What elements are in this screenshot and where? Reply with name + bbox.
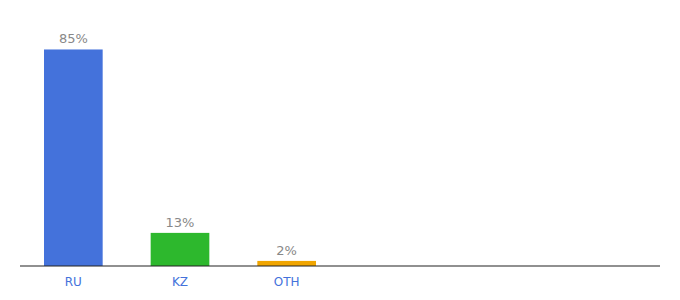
page: {"chart_data": {"type": "bar", "categori… <box>0 0 680 300</box>
x-tick-label: RU <box>65 275 82 289</box>
bar <box>151 233 210 266</box>
chart-container: 85% 13% 2% RU KZ OTH <box>0 0 680 300</box>
plot: 85% 13% 2% RU KZ OTH <box>20 31 660 289</box>
data-label: 2% <box>276 243 297 258</box>
data-label: 13% <box>166 215 195 230</box>
x-tick-label: KZ <box>172 275 188 289</box>
x-tick-label: OTH <box>274 275 300 289</box>
bars <box>44 49 316 266</box>
bar <box>44 49 103 266</box>
x-axis <box>20 265 660 266</box>
chart-svg: 85% 13% 2% RU KZ OTH <box>0 0 680 300</box>
data-labels: 85% 13% 2% <box>59 31 297 257</box>
bar <box>257 261 316 266</box>
data-label: 85% <box>59 31 88 46</box>
x-tick-labels: RU KZ OTH <box>65 275 300 289</box>
